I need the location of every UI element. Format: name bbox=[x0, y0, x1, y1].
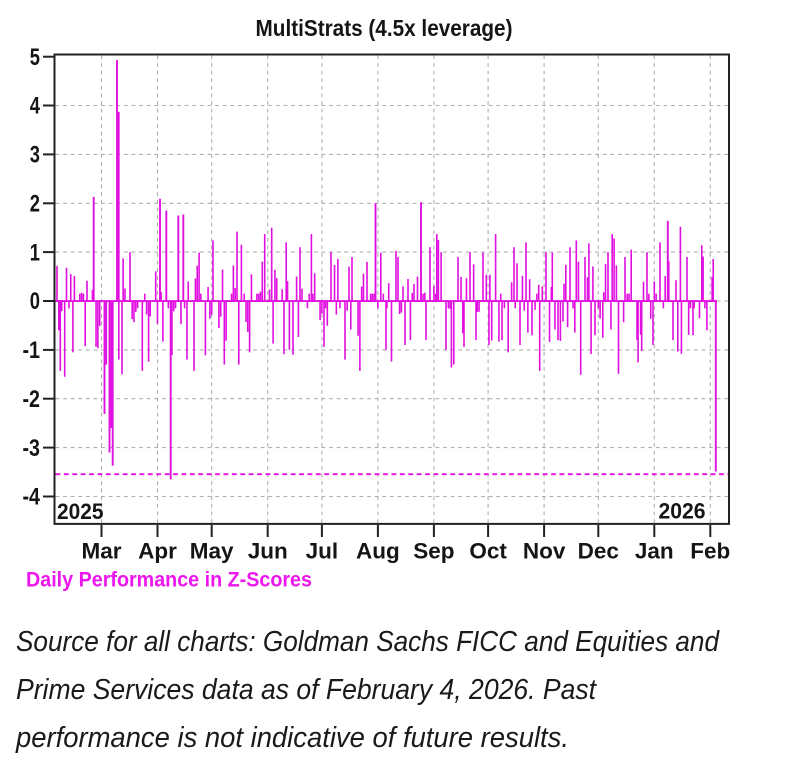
svg-text:Jun: Jun bbox=[248, 539, 288, 564]
svg-text:Source for all charts: Goldman: Source for all charts: Goldman Sachs FIC… bbox=[16, 626, 720, 658]
svg-text:Mar: Mar bbox=[81, 539, 121, 564]
svg-text:Oct: Oct bbox=[469, 539, 507, 564]
svg-text:1: 1 bbox=[30, 239, 40, 266]
svg-text:-2: -2 bbox=[23, 386, 41, 413]
svg-text:Dec: Dec bbox=[578, 539, 619, 564]
svg-text:3: 3 bbox=[30, 142, 40, 169]
svg-text:-1: -1 bbox=[23, 337, 41, 364]
svg-text:-4: -4 bbox=[23, 484, 41, 511]
svg-text:Sep: Sep bbox=[413, 539, 454, 564]
svg-text:performance is not indicative: performance is not indicative of future … bbox=[15, 722, 569, 754]
svg-text:Apr: Apr bbox=[138, 539, 177, 564]
svg-text:Feb: Feb bbox=[690, 539, 730, 564]
svg-text:MultiStrats (4.5x leverage): MultiStrats (4.5x leverage) bbox=[256, 15, 513, 41]
svg-text:2026: 2026 bbox=[659, 499, 706, 524]
svg-text:Nov: Nov bbox=[523, 539, 566, 564]
svg-text:5: 5 bbox=[30, 44, 40, 71]
svg-text:0: 0 bbox=[30, 288, 40, 315]
svg-text:May: May bbox=[190, 539, 234, 564]
svg-text:-3: -3 bbox=[23, 435, 41, 462]
svg-text:2: 2 bbox=[30, 191, 40, 218]
svg-text:Jul: Jul bbox=[306, 539, 339, 564]
svg-text:Aug: Aug bbox=[356, 539, 400, 564]
svg-text:2025: 2025 bbox=[57, 499, 104, 524]
svg-text:Prime Services data as of Febr: Prime Services data as of February 4, 20… bbox=[16, 674, 598, 706]
svg-text:4: 4 bbox=[30, 93, 41, 120]
svg-text:Jan: Jan bbox=[635, 539, 674, 564]
svg-text:Daily Performance in Z-Scores: Daily Performance in Z-Scores bbox=[26, 569, 312, 592]
